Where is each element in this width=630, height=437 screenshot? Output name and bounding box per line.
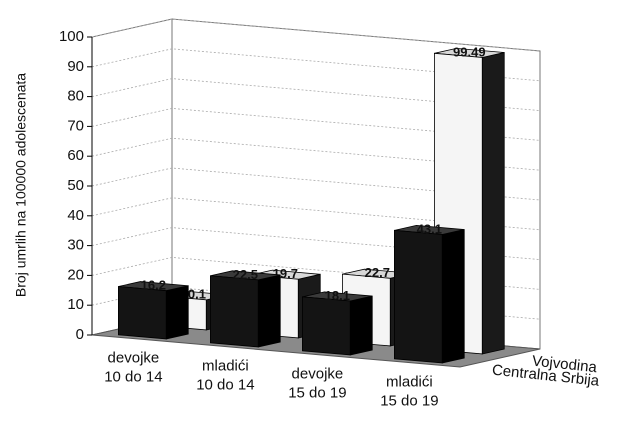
x-tick-label: devojke <box>108 350 160 367</box>
grid-line <box>91 18 541 52</box>
x-tick-label: mladići <box>386 374 433 391</box>
grid-line <box>91 137 541 171</box>
y-tick-label: 30 <box>67 237 84 254</box>
data-label: 16.2 <box>141 278 166 293</box>
y-tick-label: 80 <box>67 88 84 105</box>
grid-line <box>91 48 541 82</box>
bar-side <box>481 52 505 355</box>
bar-front <box>118 286 167 340</box>
y-tick-label: 10 <box>67 296 84 313</box>
bar <box>393 225 465 364</box>
bar-front <box>393 229 443 364</box>
grid-line <box>91 167 541 201</box>
y-tick-label: 0 <box>76 326 84 343</box>
y-tick-label: 100 <box>59 28 84 45</box>
grid-line <box>91 78 541 111</box>
data-label: 99.49 <box>453 44 486 59</box>
x-tick-label: devojke <box>292 366 344 383</box>
bar-side <box>441 229 465 364</box>
data-label: 43.1 <box>417 221 442 236</box>
y-tick-label: 90 <box>67 58 84 75</box>
x-tick-label: 10 do 14 <box>104 369 162 386</box>
y-tick-label: 60 <box>67 147 84 164</box>
bar-front <box>209 275 259 348</box>
y-tick-label: 20 <box>67 266 84 283</box>
data-label: 18.1 <box>325 288 350 303</box>
data-label: 22.7 <box>365 265 390 280</box>
legend-label: Vojvodina <box>531 353 598 377</box>
y-tick-label: 70 <box>67 117 84 134</box>
bar <box>301 291 373 356</box>
grid-line <box>91 107 541 141</box>
data-label: 22.5 <box>233 267 258 282</box>
bar <box>118 281 189 340</box>
x-tick-label: 10 do 14 <box>196 377 254 394</box>
bar-side <box>165 285 189 340</box>
bar <box>209 270 281 348</box>
bar-side <box>349 295 373 356</box>
y-axis-label: Broj umrlih na 100000 adolescenata <box>13 73 29 297</box>
y-tick-label: 50 <box>67 177 84 194</box>
x-tick-label: 15 do 19 <box>380 393 438 410</box>
x-tick-label: 15 do 19 <box>288 385 346 402</box>
bar-front <box>301 296 351 356</box>
grid-line <box>91 197 541 231</box>
x-tick-label: mladići <box>202 358 249 375</box>
bar-side <box>257 274 281 348</box>
y-tick-label: 40 <box>67 207 84 224</box>
